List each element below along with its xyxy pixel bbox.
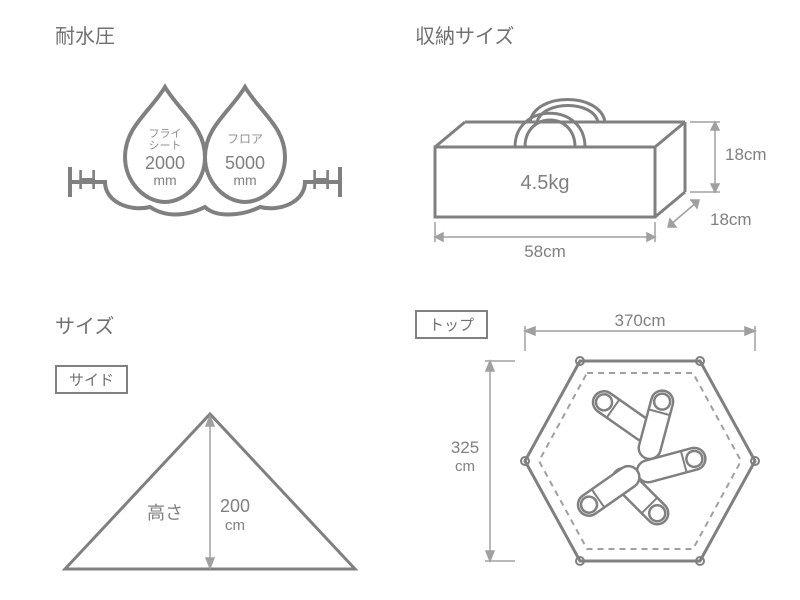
svg-text:mm: mm: [153, 172, 176, 188]
height-unit: cm: [225, 517, 245, 534]
height-value: 200: [220, 496, 250, 516]
pack-height: 18cm: [725, 145, 767, 164]
svg-text:シート: シート: [149, 140, 182, 152]
pack-size-panel: 収納サイズ: [415, 20, 775, 272]
right-h: H: [311, 164, 331, 195]
top-width: 370cm: [614, 311, 665, 330]
svg-text:フライ: フライ: [149, 128, 182, 140]
svg-text:フロア: フロア: [227, 132, 263, 146]
height-label: 高さ: [147, 503, 183, 523]
pack-depth: 18cm: [710, 210, 752, 229]
svg-text:5000: 5000: [225, 153, 265, 173]
top-h-val: 325: [451, 438, 479, 457]
pack-diagram: 4.5kg 58cm 18cm 18cm: [415, 57, 775, 267]
size-title: サイズ: [55, 310, 395, 339]
water-pressure-panel: 耐水圧 H H フライ シート 2000 mm フロア 5000 mm: [55, 20, 395, 232]
svg-text:mm: mm: [233, 172, 256, 188]
pack-width: 58cm: [524, 242, 566, 261]
side-label: サイド: [55, 365, 128, 394]
water-diagram: H H フライ シート 2000 mm フロア 5000 mm: [55, 57, 355, 227]
side-diagram: 高さ 200 cm: [55, 394, 365, 594]
left-h: H: [77, 164, 97, 195]
size-panel: サイズ サイド 高さ 200 cm: [55, 310, 395, 599]
top-diagram: 370cm 325 cm: [415, 311, 785, 581]
water-title: 耐水圧: [55, 20, 395, 49]
pack-title: 収納サイズ: [415, 20, 775, 49]
top-h-unit: cm: [455, 458, 475, 475]
top-view-panel: トップ 370cm 325 cm: [415, 310, 775, 586]
svg-text:2000: 2000: [145, 153, 185, 173]
pack-weight: 4.5kg: [521, 172, 570, 194]
